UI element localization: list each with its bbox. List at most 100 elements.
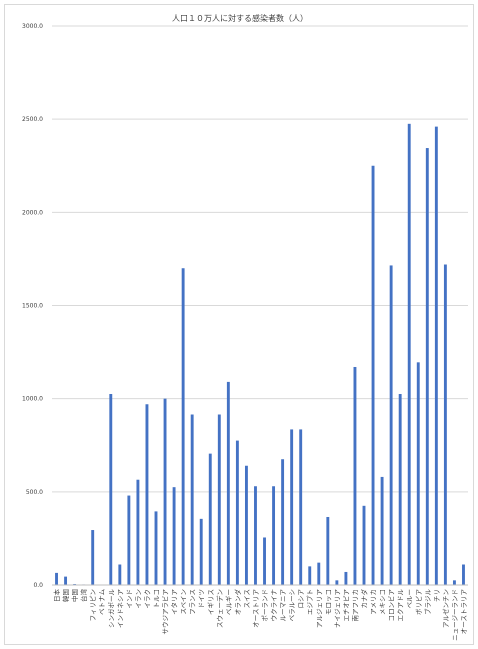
bar-11 [154, 511, 158, 585]
bar-28 [308, 566, 312, 585]
category-label: イギリス [207, 589, 215, 615]
bar-6 [109, 394, 113, 585]
bar-27 [299, 429, 303, 585]
bar-36 [380, 476, 384, 585]
chart-frame: 人口１０万人に対する感染者数（人） 0.0 500.0 1000.0 1500.0 20… [4, 4, 474, 645]
category-label: ドイツ [198, 589, 206, 609]
category-label: ベルギー [225, 589, 233, 615]
category-label: ベラルーシ [288, 589, 296, 621]
category-label: インドネシア [116, 589, 124, 629]
bar-34 [362, 505, 366, 585]
bar-13 [172, 487, 176, 585]
y-tick-label: 1000.0 [22, 396, 43, 403]
category-label: イラク [143, 589, 151, 609]
bar-12 [163, 398, 167, 585]
bar-29 [317, 562, 321, 585]
category-label: チリ [433, 589, 441, 602]
category-label: 台湾 [79, 589, 88, 603]
category-label: ナイジェリア [333, 589, 341, 629]
category-label: フランス [189, 589, 197, 615]
bar-20 [235, 440, 239, 585]
category-label: ウクライナ [270, 589, 278, 621]
bar-37 [389, 265, 393, 585]
category-label: インド [125, 589, 133, 609]
category-label: フィリピン [89, 589, 97, 621]
category-label: ルーマニア [279, 589, 287, 622]
bar-23 [263, 537, 266, 585]
category-label: 中国 [70, 589, 79, 602]
category-label: アルゼンチン [441, 589, 450, 628]
category-label: ニュージーランド [451, 589, 459, 641]
bar-7 [118, 564, 122, 585]
bar-31 [335, 580, 339, 585]
bars [55, 123, 465, 586]
y-tick-label: 2500.0 [22, 116, 43, 123]
category-label: スイス [243, 589, 251, 608]
category-label: ペルー [406, 589, 414, 609]
bar-33 [353, 366, 357, 585]
bar-26 [290, 429, 294, 585]
bar-32 [344, 571, 348, 585]
category-label: 南アフリカ [350, 589, 359, 622]
y-tick-label: 1500.0 [22, 303, 43, 310]
category-label: 日本 [52, 589, 61, 603]
category-label: イタリア [170, 589, 179, 615]
bar-18 [217, 414, 221, 585]
category-label: スウェーデン [215, 589, 224, 628]
category-label: スペイン [180, 589, 188, 615]
category-label: ボリビア [414, 589, 423, 616]
category-label: オーストラリア [460, 589, 468, 635]
bar-4 [91, 530, 95, 585]
category-label: シンガポール [106, 589, 115, 629]
bar-30 [326, 516, 330, 585]
bar-43 [443, 264, 447, 585]
category-label: ポーランド [261, 589, 269, 622]
category-label: モロッコ [324, 589, 332, 615]
category-label: コロンビア [387, 589, 396, 622]
bar-25 [281, 459, 285, 585]
category-label: ブラジル [423, 589, 432, 615]
bar-45 [462, 564, 465, 585]
category-label: サウジアラビア [161, 589, 170, 635]
bar-10 [145, 404, 149, 585]
category-label: トルコ [153, 589, 161, 608]
category-label: オランダ [233, 589, 242, 616]
bar-24 [272, 486, 276, 585]
category-label: エクアドル [397, 589, 405, 622]
y-tick-label: 500.0 [26, 489, 43, 496]
bar-44 [452, 580, 456, 585]
category-label: エジプト [306, 589, 314, 615]
bar-42 [434, 126, 438, 586]
bar-0 [55, 572, 58, 585]
chart-title: 人口１０万人に対する感染者数（人） [172, 13, 308, 23]
category-label: ベトナム [98, 589, 106, 615]
bar-9 [136, 479, 140, 585]
bar-22 [254, 486, 257, 585]
bar-14 [181, 268, 185, 585]
bar-39 [407, 123, 411, 585]
x-axis-category-labels: 日本 韓国 中国 台湾 フィリピン ベトナム シンガポール インドネシア インド イラン イラク トル… [52, 589, 468, 641]
bar-1 [64, 576, 68, 585]
bar-15 [190, 414, 194, 585]
bar-8 [127, 495, 131, 585]
category-label: エチオピア [342, 589, 350, 622]
category-label: アメリカ [370, 589, 378, 615]
y-tick-label: 2000.0 [22, 209, 43, 216]
bar-41 [425, 148, 429, 585]
bar-17 [208, 453, 212, 585]
chart-svg: 人口１０万人に対する感染者数（人） 0.0 500.0 1000.0 1500.0 20… [22, 13, 468, 641]
category-label: イラン [134, 589, 142, 609]
bar-19 [226, 381, 230, 585]
bar-16 [199, 518, 203, 585]
category-label: アルジェリア [315, 589, 323, 628]
bar-35 [371, 165, 375, 585]
y-axis-tick-labels: 0.0 500.0 1000.0 1500.0 2000.0 2500.0 3000.0 [22, 23, 43, 589]
category-label: メキシコ [379, 589, 387, 615]
gridlines [52, 25, 468, 493]
bar-21 [244, 465, 248, 585]
category-label: 韓国 [61, 589, 70, 602]
y-tick-label: 3000.0 [22, 23, 43, 30]
category-label: カナダ [360, 589, 369, 609]
bar-40 [416, 362, 420, 585]
category-label: オーストリア [252, 589, 260, 628]
